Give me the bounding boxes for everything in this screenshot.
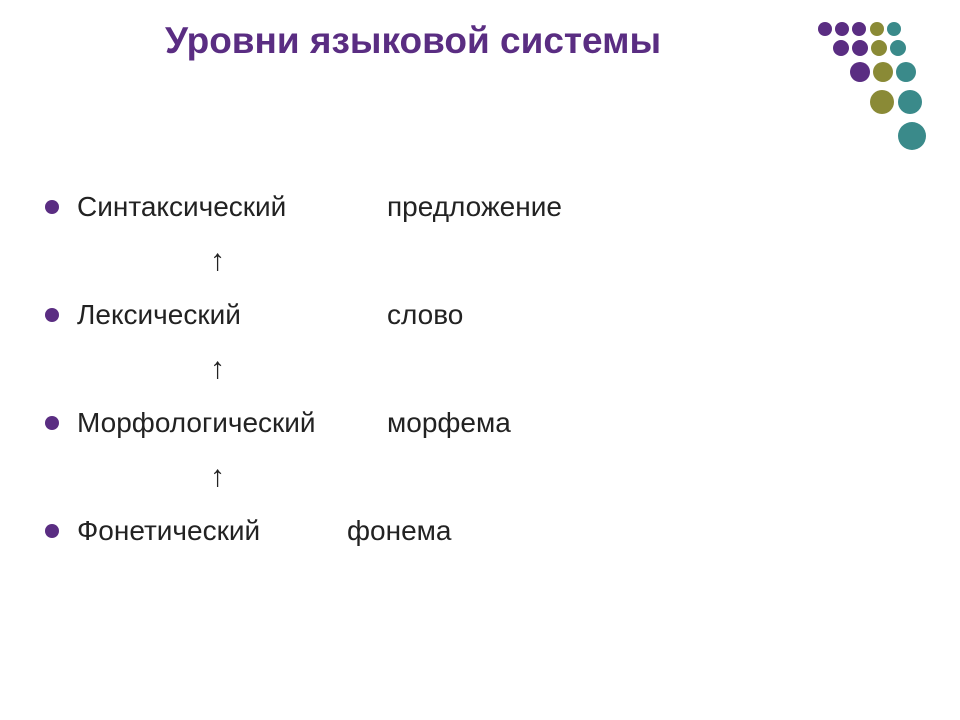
- bullet-icon: [45, 308, 59, 322]
- decoration-dot: [898, 90, 922, 114]
- level-name: Морфологический: [77, 407, 387, 439]
- decoration-dot: [898, 122, 926, 150]
- level-name: Лексический: [77, 299, 387, 331]
- decoration-dot: [850, 62, 870, 82]
- arrow-up: ↑: [45, 450, 845, 504]
- content-area: Синтаксический предложение ↑ Лексический…: [45, 180, 845, 558]
- decoration-dot: [833, 40, 849, 56]
- level-row: Фонетический фонема: [45, 504, 845, 558]
- bullet-icon: [45, 200, 59, 214]
- decoration-dot: [896, 62, 916, 82]
- decoration-dot: [870, 90, 894, 114]
- corner-decoration: [815, 20, 935, 160]
- level-row: Морфологический морфема: [45, 396, 845, 450]
- decoration-dot: [852, 40, 868, 56]
- unit-name: слово: [387, 299, 463, 331]
- level-name: Фонетический: [77, 515, 347, 547]
- decoration-dot: [835, 22, 849, 36]
- slide-title: Уровни языковой системы: [165, 20, 661, 62]
- bullet-icon: [45, 524, 59, 538]
- decoration-dot: [852, 22, 866, 36]
- level-row: Синтаксический предложение: [45, 180, 845, 234]
- unit-name: фонема: [347, 515, 451, 547]
- bullet-icon: [45, 416, 59, 430]
- unit-name: предложение: [387, 191, 562, 223]
- decoration-dot: [870, 22, 884, 36]
- arrow-up: ↑: [45, 342, 845, 396]
- arrow-up: ↑: [45, 234, 845, 288]
- unit-name: морфема: [387, 407, 511, 439]
- decoration-dot: [818, 22, 832, 36]
- decoration-dot: [887, 22, 901, 36]
- decoration-dot: [873, 62, 893, 82]
- level-row: Лексический слово: [45, 288, 845, 342]
- decoration-dot: [871, 40, 887, 56]
- level-name: Синтаксический: [77, 191, 387, 223]
- decoration-dot: [890, 40, 906, 56]
